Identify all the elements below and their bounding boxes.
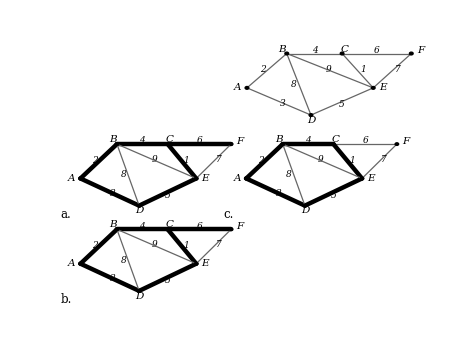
Text: E: E (201, 259, 209, 268)
Text: D: D (135, 292, 143, 301)
Text: E: E (201, 174, 209, 183)
Circle shape (372, 86, 375, 89)
Circle shape (115, 228, 119, 231)
Circle shape (79, 262, 82, 265)
Text: 3: 3 (276, 189, 282, 198)
Circle shape (166, 228, 169, 231)
Text: A: A (68, 259, 75, 268)
Text: B: B (275, 135, 283, 144)
Circle shape (229, 143, 233, 145)
Text: 7: 7 (216, 155, 221, 164)
Circle shape (360, 177, 364, 180)
Text: B: B (109, 135, 117, 144)
Text: 7: 7 (395, 65, 400, 74)
Text: F: F (417, 46, 425, 55)
Text: 5: 5 (339, 100, 345, 109)
Circle shape (340, 52, 344, 55)
Text: 6: 6 (362, 136, 368, 145)
Text: 8: 8 (120, 170, 126, 179)
Text: 6: 6 (197, 136, 202, 145)
Text: 1: 1 (184, 156, 190, 165)
Text: 8: 8 (286, 170, 292, 179)
Text: 6: 6 (374, 46, 379, 55)
Circle shape (79, 177, 82, 180)
Text: 9: 9 (152, 155, 158, 164)
Circle shape (281, 143, 285, 145)
Text: D: D (301, 206, 309, 215)
Text: 1: 1 (184, 241, 190, 250)
Text: C: C (166, 220, 174, 229)
Text: 8: 8 (120, 256, 126, 265)
Circle shape (137, 204, 141, 207)
Circle shape (194, 262, 198, 265)
Text: 2: 2 (92, 156, 98, 165)
Text: E: E (379, 83, 386, 92)
Text: 2: 2 (258, 156, 263, 165)
Text: 3: 3 (110, 189, 116, 198)
Circle shape (245, 86, 249, 89)
Text: 5: 5 (165, 276, 171, 285)
Text: b.: b. (60, 293, 72, 306)
Circle shape (166, 143, 169, 145)
Text: B: B (279, 45, 286, 54)
Circle shape (137, 290, 141, 292)
Circle shape (285, 52, 289, 55)
Text: F: F (402, 137, 409, 146)
Circle shape (410, 52, 413, 55)
Text: E: E (367, 174, 374, 183)
Text: 8: 8 (291, 80, 297, 89)
Circle shape (332, 143, 335, 145)
Text: 3: 3 (279, 99, 286, 108)
Text: 2: 2 (92, 241, 98, 250)
Text: F: F (236, 137, 244, 146)
Circle shape (245, 177, 248, 180)
Text: c.: c. (224, 208, 234, 221)
Text: a.: a. (61, 208, 72, 221)
Text: 1: 1 (360, 65, 366, 74)
Text: A: A (234, 174, 241, 183)
Text: 3: 3 (110, 274, 116, 283)
Text: C: C (341, 45, 349, 54)
Text: B: B (109, 220, 117, 229)
Circle shape (229, 228, 233, 231)
Text: 9: 9 (326, 65, 331, 74)
Text: A: A (234, 83, 241, 92)
Text: 5: 5 (331, 191, 336, 200)
Text: A: A (68, 174, 75, 183)
Text: 5: 5 (165, 191, 171, 200)
Text: 7: 7 (216, 240, 221, 249)
Circle shape (194, 177, 198, 180)
Text: F: F (236, 222, 244, 231)
Text: 4: 4 (140, 222, 145, 231)
Circle shape (115, 143, 119, 145)
Text: C: C (166, 135, 174, 144)
Text: 6: 6 (197, 222, 202, 231)
Circle shape (395, 143, 399, 145)
Text: 7: 7 (381, 155, 387, 164)
Text: C: C (332, 135, 340, 144)
Text: 4: 4 (305, 136, 311, 145)
Circle shape (309, 114, 313, 116)
Circle shape (303, 204, 306, 207)
Text: 4: 4 (140, 136, 145, 145)
Text: 9: 9 (152, 240, 158, 249)
Text: 1: 1 (350, 156, 355, 165)
Text: 2: 2 (259, 65, 266, 74)
Text: D: D (307, 116, 315, 125)
Text: 9: 9 (318, 155, 324, 164)
Text: D: D (135, 206, 143, 215)
Text: 4: 4 (312, 46, 317, 55)
